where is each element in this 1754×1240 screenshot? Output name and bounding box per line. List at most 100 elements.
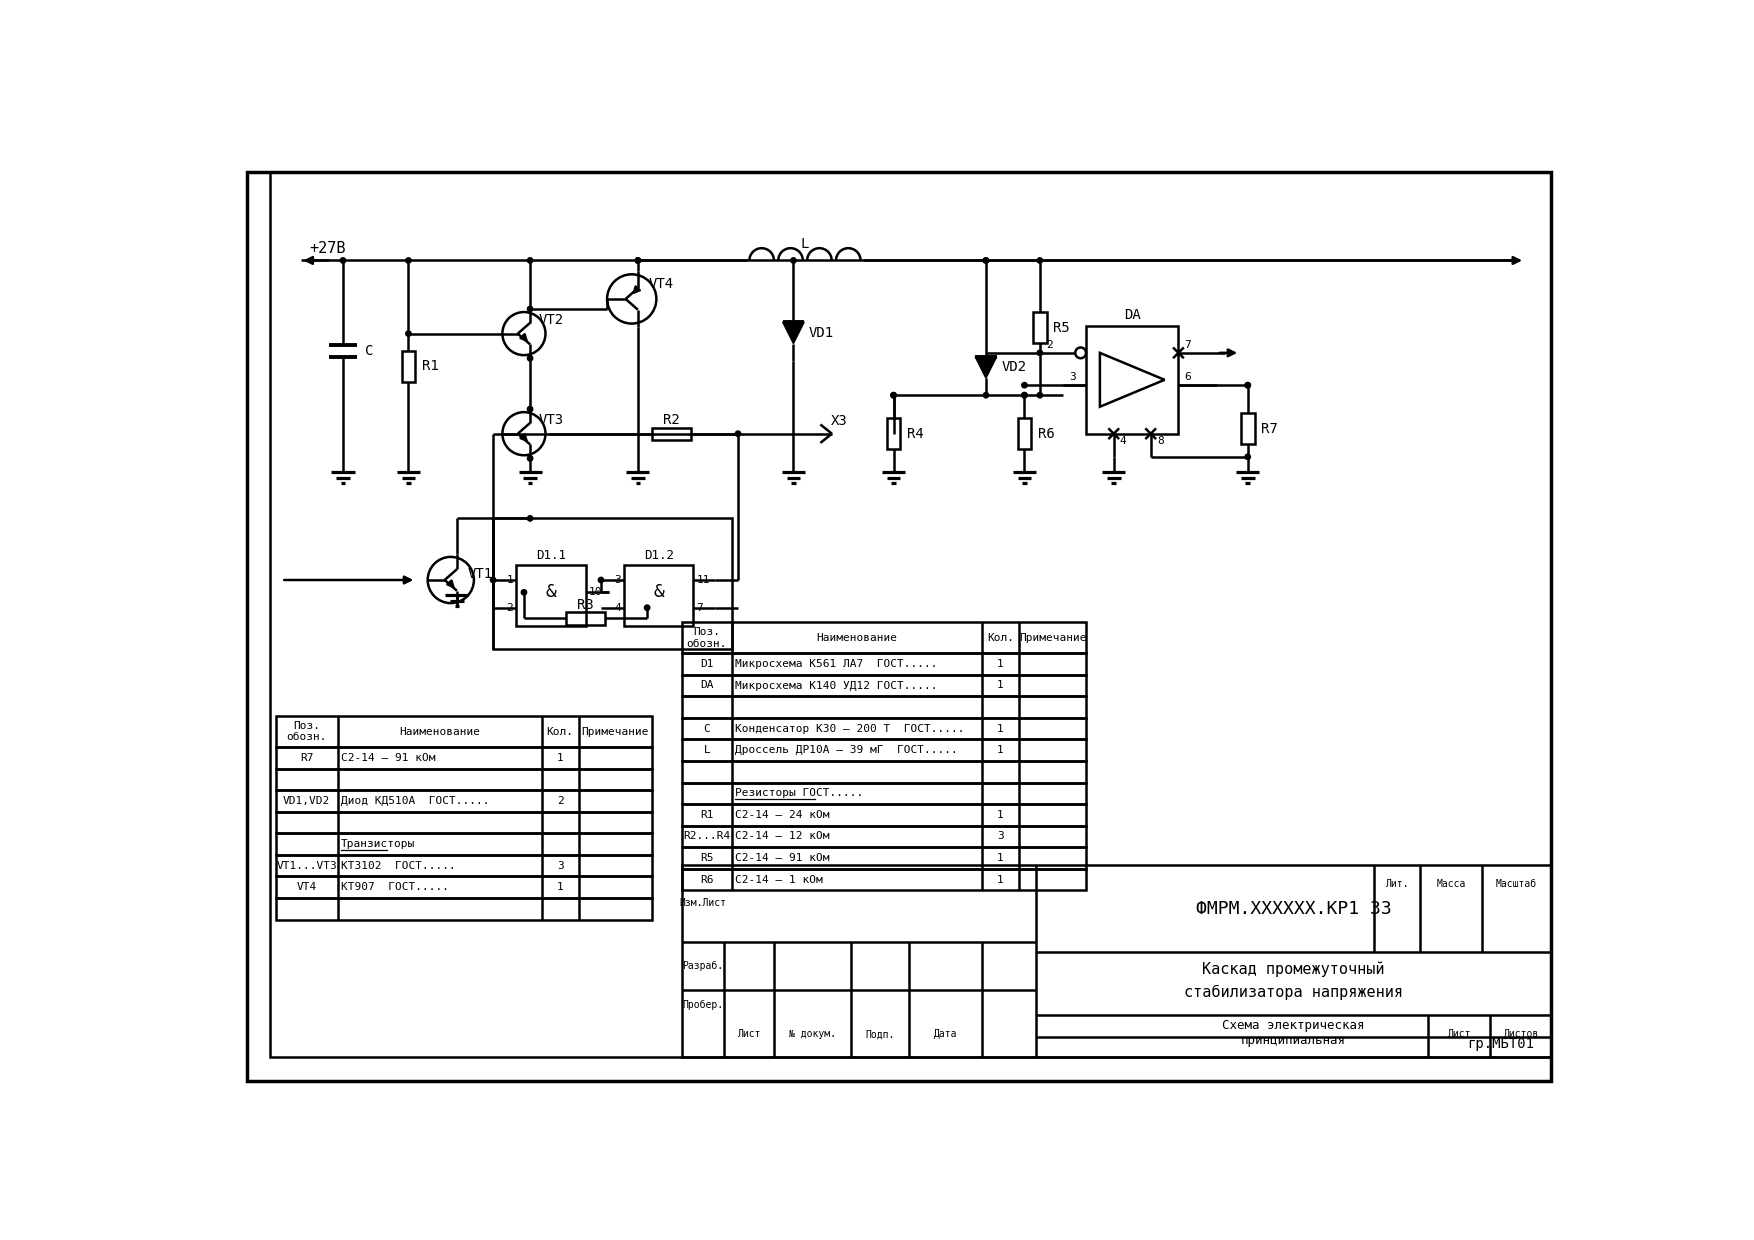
Text: DA: DA: [1124, 308, 1140, 322]
Text: C: C: [703, 724, 710, 734]
Circle shape: [1023, 382, 1028, 388]
Bar: [275, 877, 652, 898]
Circle shape: [528, 258, 533, 263]
Text: Микросхема К561 ЛА7  ГОСТ.....: Микросхема К561 ЛА7 ГОСТ.....: [735, 658, 937, 668]
Bar: [682, 739, 1086, 761]
Text: Поз.
обозн.: Поз. обозн.: [286, 720, 326, 743]
Circle shape: [1023, 393, 1028, 398]
Bar: [493, 518, 731, 650]
Text: Транзисторы: Транзисторы: [340, 839, 416, 849]
Text: С2-14 – 12 кОм: С2-14 – 12 кОм: [735, 831, 830, 842]
Bar: [275, 833, 652, 854]
Bar: [275, 854, 652, 877]
Text: 1: 1: [998, 874, 1003, 884]
Text: VT3: VT3: [538, 413, 563, 427]
Bar: [1086, 326, 1179, 434]
Text: D1.1: D1.1: [537, 549, 567, 562]
Bar: [682, 675, 1086, 697]
Circle shape: [405, 258, 410, 263]
Circle shape: [1245, 382, 1251, 388]
Text: Лист: Лист: [737, 1029, 761, 1039]
Text: Изм.Лист: Изм.Лист: [679, 899, 726, 909]
Text: Лист: Лист: [1447, 1029, 1470, 1039]
Text: 1: 1: [998, 810, 1003, 820]
Text: Дроссель ДР10А – 39 мГ  ГОСТ.....: Дроссель ДР10А – 39 мГ ГОСТ.....: [735, 745, 958, 755]
Text: 10: 10: [589, 588, 602, 598]
Text: 2: 2: [507, 603, 514, 613]
Text: С2-14 – 24 кОм: С2-14 – 24 кОм: [735, 810, 830, 820]
Text: R4: R4: [907, 427, 923, 440]
Bar: [275, 717, 652, 746]
Text: 4: 4: [1119, 436, 1126, 446]
Text: стабилизатора напряжения: стабилизатора напряжения: [1184, 985, 1403, 999]
Circle shape: [791, 258, 796, 263]
Text: R2...R4: R2...R4: [684, 831, 730, 842]
Text: Кол.: Кол.: [547, 727, 574, 737]
Circle shape: [635, 258, 640, 263]
Text: 2: 2: [1045, 340, 1052, 350]
Circle shape: [340, 258, 346, 263]
Text: Резисторы ГОСТ.....: Резисторы ГОСТ.....: [735, 789, 863, 799]
Text: Микросхема К140 УД12 ГОСТ.....: Микросхема К140 УД12 ГОСТ.....: [735, 681, 937, 691]
Bar: [682, 804, 1086, 826]
Text: 1: 1: [998, 853, 1003, 863]
Circle shape: [528, 407, 533, 412]
Text: 7: 7: [696, 603, 703, 613]
Circle shape: [528, 455, 533, 461]
Text: VT2: VT2: [538, 312, 563, 326]
Text: R7: R7: [1261, 422, 1277, 435]
Bar: [682, 697, 1086, 718]
Text: 3: 3: [998, 831, 1003, 842]
Text: Разраб.: Разраб.: [682, 961, 723, 971]
Text: 8: 8: [1158, 436, 1163, 446]
Text: R5: R5: [700, 853, 714, 863]
Bar: [682, 869, 1086, 890]
Circle shape: [1245, 454, 1251, 460]
Bar: [682, 761, 1086, 782]
Text: R6: R6: [700, 874, 714, 884]
Bar: [682, 847, 1086, 869]
Text: &: &: [652, 583, 665, 601]
Text: 7: 7: [1184, 340, 1191, 350]
Text: 1: 1: [556, 753, 563, 763]
Text: R5: R5: [1052, 321, 1070, 335]
Text: 4: 4: [614, 603, 621, 613]
Text: R6: R6: [1038, 427, 1054, 440]
Bar: [1033, 312, 1047, 343]
Text: R7: R7: [300, 753, 314, 763]
Text: D1: D1: [700, 658, 714, 668]
Text: принципиальная: принципиальная: [1242, 1034, 1345, 1047]
Text: 1: 1: [998, 658, 1003, 668]
Bar: [682, 622, 1086, 653]
Text: 3: 3: [614, 575, 621, 585]
Circle shape: [1037, 393, 1042, 398]
Text: 1: 1: [998, 745, 1003, 755]
Text: ФМРМ.XXXXXX.КР1 ЗЗ: ФМРМ.XXXXXX.КР1 ЗЗ: [1196, 900, 1391, 918]
Text: С2-14 – 91 кОм: С2-14 – 91 кОм: [735, 853, 830, 863]
Circle shape: [491, 578, 496, 583]
Text: DA: DA: [700, 681, 714, 691]
Circle shape: [1023, 393, 1028, 398]
Circle shape: [735, 432, 740, 436]
Text: D1.2: D1.2: [644, 549, 674, 562]
Text: 1: 1: [556, 882, 563, 893]
Bar: [402, 351, 416, 382]
Circle shape: [984, 258, 989, 263]
Text: 2: 2: [556, 796, 563, 806]
Text: КТ3102  ГОСТ.....: КТ3102 ГОСТ.....: [340, 861, 456, 870]
Circle shape: [891, 393, 896, 398]
Text: Наименование: Наименование: [816, 632, 898, 642]
Text: R1: R1: [421, 360, 438, 373]
Circle shape: [644, 605, 649, 610]
Text: гр.МБТ01: гр.МБТ01: [1468, 1037, 1535, 1050]
Text: Схема электрическая: Схема электрическая: [1223, 1019, 1365, 1032]
Circle shape: [528, 356, 533, 361]
Circle shape: [1037, 350, 1042, 356]
Text: VT4: VT4: [296, 882, 317, 893]
Text: VD2: VD2: [1002, 361, 1026, 374]
Bar: [652, 428, 691, 440]
Bar: [275, 790, 652, 812]
Text: VT1: VT1: [468, 567, 493, 580]
Bar: [275, 746, 652, 769]
Text: R3: R3: [577, 598, 595, 611]
